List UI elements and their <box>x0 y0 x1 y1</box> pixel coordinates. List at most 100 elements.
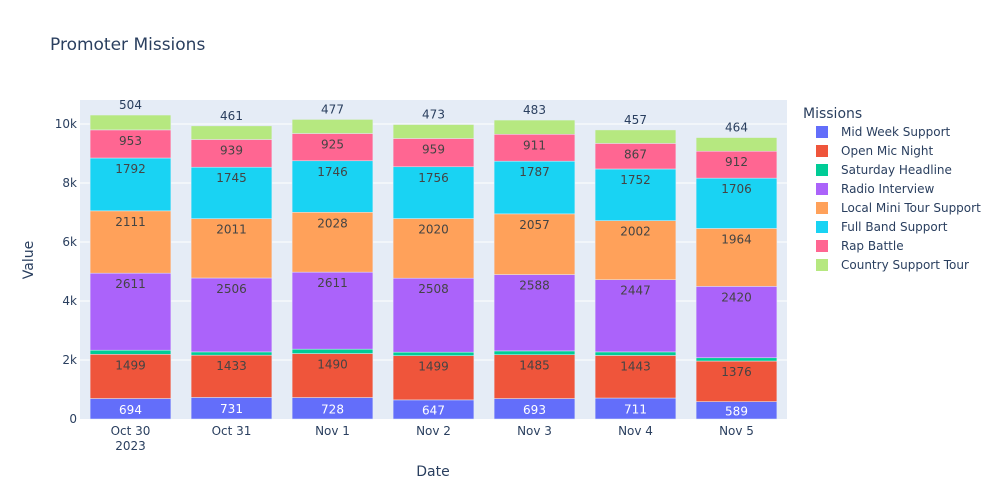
bar-value-label: 1756 <box>418 171 449 185</box>
bar-value-label: 694 <box>119 403 142 417</box>
bar-segment[interactable] <box>392 355 475 401</box>
bar-value-label: 1752 <box>620 173 651 187</box>
bar-segment[interactable] <box>89 349 172 355</box>
bar-segment[interactable] <box>594 220 677 280</box>
bar-segment[interactable] <box>190 218 273 279</box>
bar-value-label: 473 <box>422 108 445 122</box>
x-tick-label: Oct 30 <box>111 424 151 438</box>
bar-segment[interactable] <box>291 348 374 354</box>
legend-swatch <box>816 126 828 138</box>
chart-title: Promoter Missions <box>50 35 205 55</box>
y-tick-label: 10k <box>55 117 77 131</box>
y-tick-label: 8k <box>62 176 77 190</box>
bar-value-label: 1490 <box>317 358 348 372</box>
bar-value-label: 1499 <box>115 358 146 372</box>
bar-value-label: 2057 <box>519 218 550 232</box>
legend-swatch <box>816 183 828 195</box>
bar-value-label: 2420 <box>721 290 752 304</box>
bar-value-label: 1443 <box>620 359 651 373</box>
legend-item[interactable]: Mid Week Support <box>816 125 951 139</box>
bar-segment[interactable] <box>291 133 374 162</box>
legend-item[interactable]: Radio Interview <box>816 182 935 196</box>
bar-value-label: 711 <box>624 403 647 417</box>
bar-value-label: 483 <box>523 103 546 117</box>
bar-segment[interactable] <box>493 354 576 399</box>
bar-segment[interactable] <box>695 228 778 287</box>
bar-segment[interactable] <box>291 119 374 134</box>
bar-segment[interactable] <box>695 177 778 229</box>
bar-segment[interactable] <box>493 350 576 355</box>
x-tick-sublabel: 2023 <box>115 439 146 453</box>
bar-segment[interactable] <box>594 129 677 144</box>
x-tick-label: Nov 3 <box>517 424 552 438</box>
bar-value-label: 2611 <box>317 276 348 290</box>
bar-value-label: 912 <box>725 155 748 169</box>
bar-segment[interactable] <box>392 351 475 356</box>
bar-value-label: 504 <box>119 98 142 112</box>
bar-segment[interactable] <box>493 119 576 135</box>
bar-segment[interactable] <box>493 134 576 162</box>
bar-segment[interactable] <box>291 212 374 273</box>
bar-value-label: 1433 <box>216 359 247 373</box>
bar-segment[interactable] <box>392 166 475 219</box>
legend-item[interactable]: Local Mini Tour Support <box>816 201 981 215</box>
bar-value-label: 2011 <box>216 223 247 237</box>
bar-value-label: 939 <box>220 143 243 157</box>
x-axis-title: Date <box>416 464 449 480</box>
bar-segment[interactable] <box>392 124 475 139</box>
bar-value-label: 1964 <box>721 232 752 246</box>
legend-label: Radio Interview <box>841 182 935 196</box>
legend-label: Open Mic Night <box>841 144 933 158</box>
bar-value-label: 1792 <box>115 162 146 176</box>
bar-segment[interactable] <box>695 360 778 402</box>
bar-segment[interactable] <box>695 357 778 362</box>
legend-title: Missions <box>803 106 862 122</box>
bar-segment[interactable] <box>89 210 172 274</box>
bar-segment[interactable] <box>190 351 273 356</box>
bar-segment[interactable] <box>392 138 475 168</box>
bar-segment[interactable] <box>594 143 677 170</box>
bar-value-label: 693 <box>523 403 546 417</box>
bar-segment[interactable] <box>89 129 172 159</box>
bar-segment[interactable] <box>695 150 778 179</box>
y-axis-title: Value <box>21 241 37 279</box>
bar-segment[interactable] <box>493 160 576 215</box>
bar-segment[interactable] <box>190 166 273 219</box>
bar-segment[interactable] <box>493 274 576 352</box>
legend-item[interactable]: Country Support Tour <box>816 258 969 272</box>
bar-value-label: 2506 <box>216 282 247 296</box>
bar-segment[interactable] <box>695 137 778 152</box>
bar-value-label: 911 <box>523 138 546 152</box>
bar-segment[interactable] <box>291 160 374 213</box>
y-tick-label: 4k <box>62 294 77 308</box>
legend-item[interactable]: Rap Battle <box>816 239 904 253</box>
bar-segment[interactable] <box>594 351 677 356</box>
legend-label: Saturday Headline <box>841 163 952 177</box>
bar-value-label: 2028 <box>317 216 348 230</box>
legend-item[interactable]: Full Band Support <box>816 220 948 234</box>
bar-segment[interactable] <box>190 277 273 353</box>
bar-segment[interactable] <box>392 218 475 279</box>
bar-segment[interactable] <box>493 213 576 275</box>
bar-segment[interactable] <box>190 354 273 398</box>
y-axis-ticks: 0 2k 4k 6k 8k 10k <box>55 117 77 426</box>
bar-segment[interactable] <box>594 168 677 221</box>
bar-segment[interactable] <box>392 277 475 353</box>
bar-segment[interactable] <box>89 272 172 351</box>
legend-swatch <box>816 145 828 157</box>
bar-segment[interactable] <box>695 286 778 359</box>
bar-segment[interactable] <box>89 354 172 399</box>
bar-segment[interactable] <box>291 271 374 350</box>
bar-segment[interactable] <box>291 353 374 398</box>
bar-segment[interactable] <box>89 114 172 131</box>
bar-segment[interactable] <box>89 157 172 212</box>
bar-value-label: 1746 <box>317 165 348 179</box>
bar-segment[interactable] <box>190 125 273 140</box>
bar-segment[interactable] <box>190 139 273 168</box>
legend-item[interactable]: Saturday Headline <box>816 163 952 177</box>
bar-value-label: 2447 <box>620 284 651 298</box>
bar-value-label: 731 <box>220 402 243 416</box>
bar-segment[interactable] <box>594 279 677 353</box>
legend-item[interactable]: Open Mic Night <box>816 144 933 158</box>
legend-swatch <box>816 221 828 233</box>
